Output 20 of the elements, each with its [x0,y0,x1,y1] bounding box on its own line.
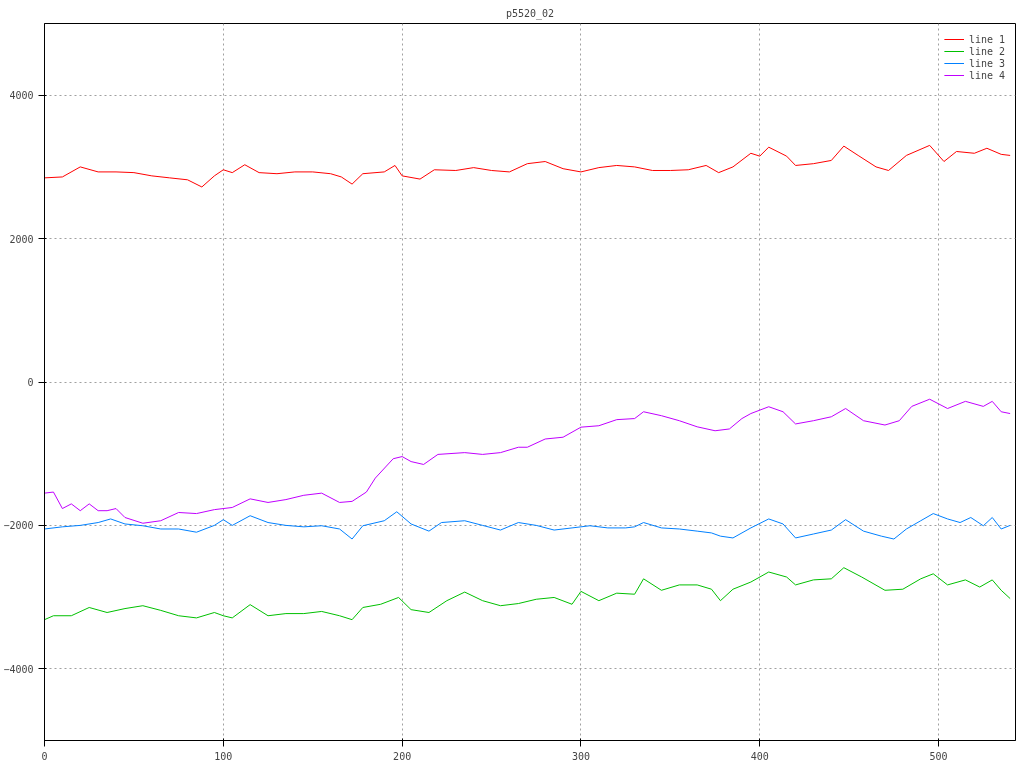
x-tick-label: 500 [929,750,948,762]
legend-label: line 4 [968,69,1005,81]
line-series [44,567,1011,621]
y-tick-label: −4000 [3,663,34,675]
line-series [44,511,1011,540]
y-tick-label: 0 [27,377,34,388]
x-tick-label: 300 [571,750,590,762]
legend-label: line 1 [968,33,1005,45]
y-tick-label: 4000 [9,90,34,102]
y-tick-label: −2000 [3,520,34,532]
line-series [44,398,1011,524]
x-tick-label: 0 [41,750,48,762]
x-tick-label: 200 [393,750,412,762]
x-tick-label: 400 [750,750,769,762]
y-tick-label: 2000 [9,233,34,245]
x-tick-label: 100 [214,750,233,762]
line-series [44,144,1011,188]
legend-label: line 2 [968,45,1005,57]
legend-label: line 3 [968,57,1005,69]
chart-title: p5520_02 [505,7,555,20]
